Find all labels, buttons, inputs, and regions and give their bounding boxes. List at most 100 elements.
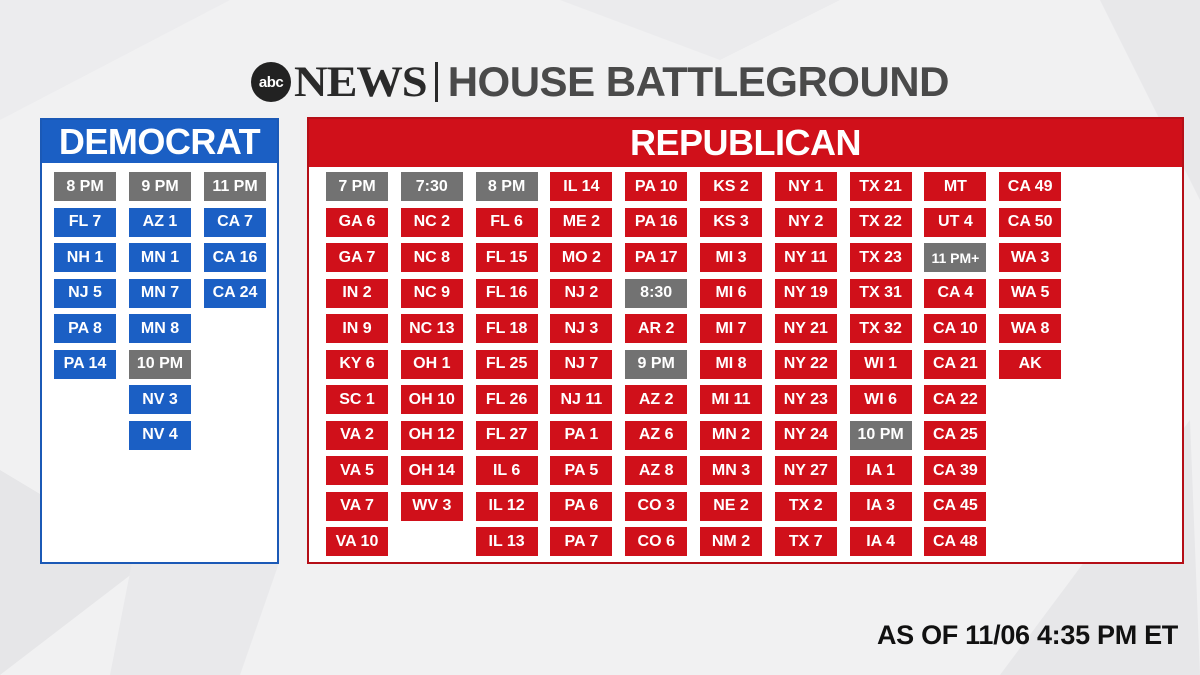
header: abc NEWS HOUSE BATTLEGROUND <box>0 52 1200 112</box>
republican-seat-tile: FL 15 <box>475 243 538 272</box>
republican-seat-tile: GA 6 <box>326 207 388 237</box>
republican-seat-tile: AZ 8 <box>625 456 688 485</box>
republican-seat-tile: IL 12 <box>475 491 538 521</box>
republican-seat-tile: IL 6 <box>475 456 538 485</box>
page-title: HOUSE BATTLEGROUND <box>447 58 950 105</box>
republican-seat-tile: FL 27 <box>475 420 538 450</box>
republican-seat-tile: CA 10 <box>924 314 987 343</box>
republican-seat-tile: NC 8 <box>400 243 463 272</box>
star-shape <box>560 0 840 60</box>
republican-seat-tile: IN 9 <box>326 314 388 343</box>
republican-seat-tile: PA 5 <box>550 456 613 485</box>
democrat-seat-tile: AZ 1 <box>129 207 191 237</box>
republican-seat-tile: TX 23 <box>849 243 912 272</box>
democrat-seat-tile: NH 1 <box>54 243 116 272</box>
republican-seat-tile: NY 11 <box>774 243 837 272</box>
republican-seat-tile: CA 21 <box>924 349 987 379</box>
republican-seat-tile: CA 49 <box>999 172 1062 201</box>
republican-seat-tile: IL 14 <box>550 172 613 201</box>
democrat-time-marker: 11 PM <box>204 172 266 201</box>
democrat-seat-tile: CA 7 <box>204 207 266 237</box>
republican-time-marker: 8:30 <box>625 278 688 308</box>
republican-seat-tile: KS 2 <box>700 172 762 201</box>
republican-seat-tile: TX 21 <box>849 172 912 201</box>
republican-seat-tile: CA 25 <box>924 420 987 450</box>
republican-seat-tile: KS 3 <box>700 207 762 237</box>
republican-seat-tile: IA 1 <box>849 456 912 485</box>
republican-seat-tile: WA 8 <box>999 314 1062 343</box>
democrat-seat-tile: NV 3 <box>129 385 191 414</box>
republican-seat-tile: WA 3 <box>999 243 1062 272</box>
republican-seat-tile: CO 3 <box>625 491 688 521</box>
democrat-title: DEMOCRAT <box>42 120 277 163</box>
republican-time-marker: 11 PM+ <box>924 243 987 272</box>
republican-seat-tile: CA 22 <box>924 385 987 414</box>
republican-seat-tile: OH 1 <box>400 349 463 379</box>
republican-seat-tile: CA 50 <box>999 207 1062 237</box>
republican-seat-tile: IA 4 <box>849 527 912 556</box>
republican-seat-tile: NY 2 <box>774 207 837 237</box>
republican-seat-tile: PA 1 <box>550 420 613 450</box>
republican-seat-tile: NE 2 <box>700 491 762 521</box>
republican-seat-tile: NY 1 <box>774 172 837 201</box>
republican-seat-tile: PA 17 <box>625 243 688 272</box>
republican-seat-tile: NC 9 <box>400 278 463 308</box>
republican-seat-tile: SC 1 <box>326 385 388 414</box>
republican-seat-tile: IN 2 <box>326 278 388 308</box>
democrat-time-marker: 9 PM <box>129 172 191 201</box>
democrat-seat-tile: CA 16 <box>204 243 266 272</box>
democrat-seat-tile: PA 8 <box>54 314 116 343</box>
republican-time-marker: 9 PM <box>625 349 688 379</box>
republican-seat-tile: PA 16 <box>625 207 688 237</box>
republican-seat-tile: OH 12 <box>400 420 463 450</box>
republican-seat-tile: IL 13 <box>475 527 538 556</box>
republican-seat-tile: AZ 2 <box>625 385 688 414</box>
republican-seat-tile: NC 2 <box>400 207 463 237</box>
republican-seat-tile: PA 10 <box>625 172 688 201</box>
democrat-seat-tile: MN 8 <box>129 314 191 343</box>
republican-seat-tile: NY 19 <box>774 278 837 308</box>
republican-seat-tile: KY 6 <box>326 349 388 379</box>
republican-seat-tile: TX 2 <box>774 491 837 521</box>
republican-seat-tile: MI 11 <box>700 385 762 414</box>
democrat-panel: DEMOCRAT 8 PM FL 7 NH 1 NJ 5 PA 8 PA 14 9 PM AZ… <box>40 118 279 564</box>
republican-seat-tile: VA 10 <box>326 527 388 556</box>
republican-seat-tile: FL 18 <box>475 314 538 343</box>
republican-seat-tile: NJ 11 <box>550 385 613 414</box>
republican-title: REPUBLICAN <box>309 119 1182 167</box>
republican-seat-tile: FL 26 <box>475 385 538 414</box>
republican-seat-tile: NY 22 <box>774 349 837 379</box>
republican-seat-tile: GA 7 <box>326 243 388 272</box>
republican-seat-tile: MI 6 <box>700 278 762 308</box>
republican-seat-tile: OH 10 <box>400 385 463 414</box>
star-shape <box>0 470 150 675</box>
democrat-seat-tile: NV 4 <box>129 420 191 450</box>
democrat-seat-tile: NJ 5 <box>54 278 116 308</box>
republican-seat-tile: WA 5 <box>999 278 1062 308</box>
republican-seat-tile: NJ 2 <box>550 278 613 308</box>
republican-seat-tile: MO 2 <box>550 243 613 272</box>
republican-seat-tile: CA 39 <box>924 456 987 485</box>
republican-seat-tile: MT <box>924 172 987 201</box>
republican-seat-tile: WV 3 <box>400 491 463 521</box>
republican-seat-tile: UT 4 <box>924 207 987 237</box>
republican-seat-tile: VA 7 <box>326 491 388 521</box>
republican-seat-tile: NY 24 <box>774 420 837 450</box>
republican-panel: REPUBLICAN 7 PM GA 6 GA 7 IN 2 IN 9 KY 6 SC 1 V… <box>307 117 1184 564</box>
republican-seat-tile: CO 6 <box>625 527 688 556</box>
republican-time-marker: 7 PM <box>326 172 388 201</box>
republican-seat-tile: WI 6 <box>849 385 912 414</box>
republican-seat-tile: FL 6 <box>475 207 538 237</box>
republican-seat-tile: TX 7 <box>774 527 837 556</box>
republican-time-marker: 8 PM <box>475 172 538 201</box>
news-logo-text: NEWS <box>294 58 428 106</box>
democrat-seat-tile: MN 7 <box>129 278 191 308</box>
republican-seat-tile: CA 45 <box>924 491 987 521</box>
republican-time-marker: 7:30 <box>400 172 463 201</box>
republican-seat-tile: VA 2 <box>326 420 388 450</box>
republican-seat-tile: MI 8 <box>700 349 762 379</box>
republican-seat-tile: CA 4 <box>924 278 987 308</box>
republican-seat-tile: CA 48 <box>924 527 987 556</box>
republican-seat-tile: PA 6 <box>550 491 613 521</box>
republican-seat-tile: NJ 3 <box>550 314 613 343</box>
